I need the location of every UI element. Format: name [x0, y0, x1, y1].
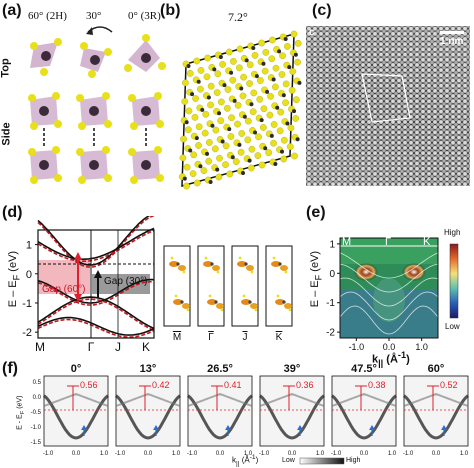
- subpanel-xtick: -1.0: [259, 451, 270, 457]
- orbital-label: M: [173, 332, 181, 343]
- subpanel-xtick: 1.0: [172, 451, 181, 457]
- sym-label-k: K: [423, 236, 430, 248]
- stacking-structures: [0, 0, 180, 200]
- spectrum-subpanel: 13° 0.42 -1.0 0.0 1.0: [115, 363, 181, 457]
- subpanel-xtick: 0.0: [72, 451, 81, 457]
- panel-e-ytick: -2: [326, 328, 335, 339]
- gap-30-label: Gap (30°): [104, 276, 147, 287]
- subpanel-xtick: 1.0: [100, 451, 109, 457]
- spectrum-subpanel: 39°0.36-1.00.01.0: [259, 363, 325, 457]
- subpanel-xtick: -1.0: [187, 451, 198, 457]
- panel-label-b: (b): [160, 2, 180, 20]
- moire-lattice: [172, 28, 304, 192]
- sym-label-gamma: Γ: [385, 236, 391, 248]
- spectrum-subpanel: 0° 0.56 -1.0 0.0 1.0: [43, 363, 109, 457]
- subpanel-angle: 13°: [140, 363, 157, 375]
- panel-e-ytick: 1: [329, 239, 335, 250]
- top-view-30: [80, 42, 112, 78]
- panel-f-ytick: 0.0: [33, 395, 42, 401]
- subpanel-gap-value: 0.38: [368, 380, 386, 390]
- f-colorbar-low: Low: [282, 457, 295, 464]
- subpanel-xtick: -1.0: [115, 451, 126, 457]
- subpanel-xtick: -1.0: [403, 451, 414, 457]
- panel-d-ytick: 1: [26, 240, 32, 252]
- subpanel-gap-value: 0.42: [152, 380, 170, 390]
- panel-d-xtick: M: [35, 340, 45, 354]
- panel-d-ytick: -2: [22, 327, 32, 339]
- orbital-box: [232, 246, 258, 326]
- subpanel-gap-value: 0.36: [296, 380, 314, 390]
- sym-label-m: M: [342, 236, 351, 248]
- panel-e-ytick: 0: [329, 269, 335, 280]
- panel-f-ytick: -1.0: [31, 425, 42, 431]
- gap-60-label: Gap (60°): [42, 284, 85, 295]
- twist-angle-label: 7.2°: [228, 10, 248, 25]
- subpanel-angle: 60°: [428, 363, 445, 375]
- subpanel-xtick: 0.0: [360, 451, 369, 457]
- orbital-plots: MΓJK: [160, 244, 298, 348]
- panel-e-xtick: 1.0: [415, 342, 428, 352]
- panel-f-ytick: -1.5: [31, 440, 42, 446]
- subpanel-gap-value: 0.52: [440, 380, 458, 390]
- panel-e-ylabel: E – EF (eV): [309, 251, 323, 307]
- subpanel-xtick: 0.0: [216, 451, 225, 457]
- subpanel-xtick: -1.0: [331, 451, 342, 457]
- panel-e-ytick: -1: [326, 298, 335, 309]
- panel-d-ytick: -1: [22, 298, 32, 310]
- subpanel-gap-value: 0.41: [224, 380, 242, 390]
- subpanel-xtick: 0.0: [144, 451, 153, 457]
- subpanel-xtick: 1.0: [460, 451, 469, 457]
- orbital-box: [164, 246, 190, 326]
- orbital-label: J: [243, 332, 248, 343]
- panel-e-xtick: -1.0: [349, 342, 365, 352]
- colorbar-low-label: Low: [445, 322, 460, 331]
- panel-d-xtick: K: [142, 340, 150, 354]
- spectrum-subpanel: 60° 0.52 -1.0 0.0 1.0: [403, 363, 469, 457]
- twist-angle-arpes-series: 0° 0.56 -1.0 0.0 1.0 13° 0.42 -1.0 0.0 1.0 26.5° 0.…: [0, 362, 474, 468]
- subpanel-gap-value: 0.56: [80, 380, 98, 390]
- panel-d-xtick: J: [115, 340, 121, 354]
- subpanel-angle: 39°: [284, 363, 301, 375]
- colorbar-high-label: High: [444, 228, 460, 237]
- orbital-box: [266, 246, 292, 326]
- subpanel-angle: 26.5°: [207, 363, 233, 375]
- subpanel-xtick: 1.0: [316, 451, 325, 457]
- panel-d-xtick: Γ: [88, 340, 95, 354]
- side-view-60: [28, 92, 62, 184]
- moire-cell-outline: [306, 26, 470, 186]
- subpanel-angle: 47.5°: [351, 363, 377, 375]
- panel-label-e: (e): [306, 204, 326, 222]
- side-view-30: [76, 92, 112, 184]
- orbital-label: K: [276, 332, 283, 343]
- panel-label-c: (c): [312, 2, 332, 20]
- f-colorbar-high: High: [346, 457, 360, 464]
- spectrum-subpanel: 47.5° 0.38 -1.0 0.0 1.0: [331, 363, 397, 457]
- subpanel-angle: 0°: [71, 363, 82, 375]
- spectrum-subpanel: 26.5°0.41-1.00.01.0: [187, 363, 253, 457]
- subpanel-xtick: 0.0: [432, 451, 441, 457]
- subpanel-xtick: 1.0: [388, 451, 397, 457]
- side-view-0: [128, 92, 164, 184]
- panel-f-xlabel: k|| (Å-1): [232, 454, 258, 467]
- panel-d-ytick: 0: [26, 269, 32, 281]
- orbital-label: Γ: [208, 332, 214, 343]
- panel-f-ytick: -0.5: [31, 410, 42, 416]
- subpanel-xtick: -1.0: [43, 451, 54, 457]
- panel-f-ytick: 0.5: [33, 380, 42, 386]
- top-view-0: [124, 34, 166, 72]
- top-view-60: [30, 38, 62, 76]
- orbital-box: [198, 246, 224, 326]
